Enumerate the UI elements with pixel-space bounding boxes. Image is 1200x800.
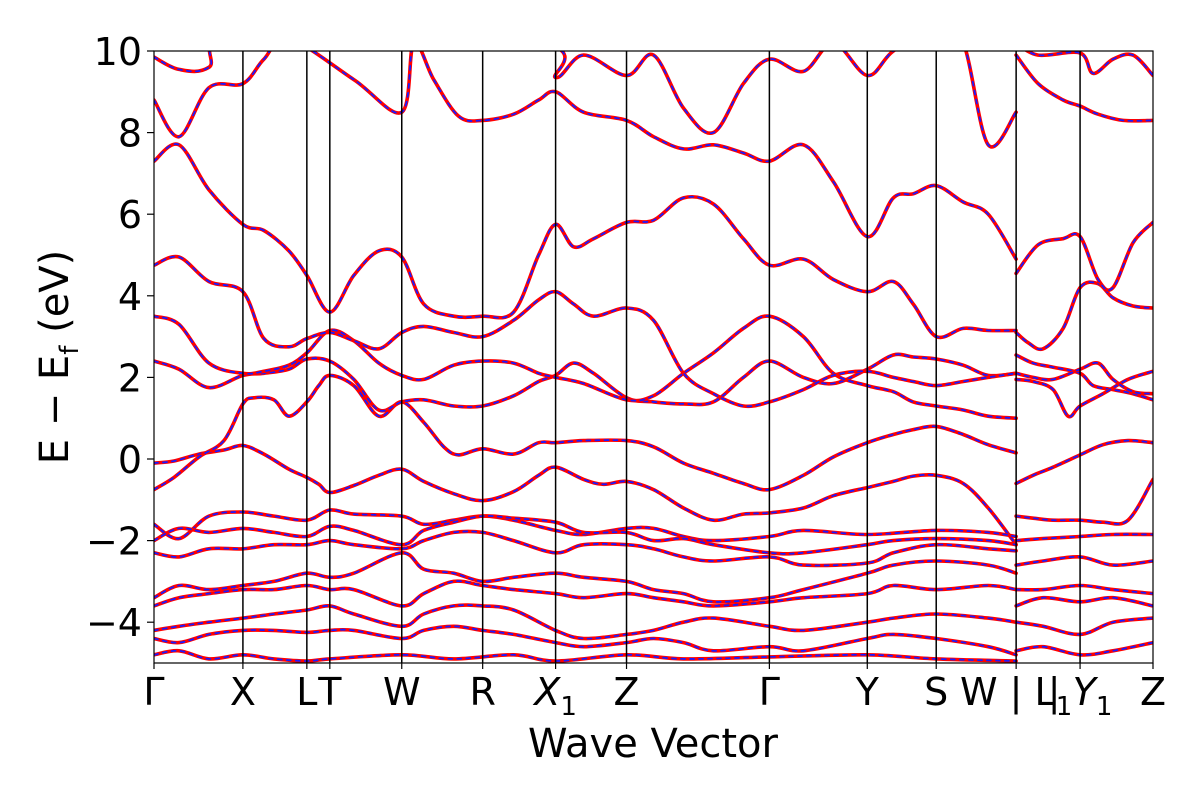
band-line-15-dashed	[154, 625, 1017, 656]
band-line-24-dashed	[1025, 51, 1153, 77]
band-line-8-dashed	[154, 51, 1017, 148]
x-axis-ticks: Γ X L T W R X1 Z Γ Y S W | L1| Y1 Z	[143, 663, 1166, 722]
y-tick-label-6: 6	[118, 193, 142, 237]
x-tick-label-7: X1	[532, 670, 577, 722]
band-line-21-dashed	[1015, 281, 1153, 351]
y-axis-label-units: (eV)	[32, 250, 78, 346]
y-tick-label-5: 4	[118, 275, 142, 319]
y-tick-label-2: −2	[86, 520, 142, 564]
band-line-19-dashed	[1015, 370, 1153, 418]
x-tick-label-8: Z	[614, 670, 640, 714]
x-tick-label-13: | Y1	[1048, 670, 1113, 722]
band-line-17-dashed	[1015, 439, 1153, 485]
plot-frame	[153, 50, 1154, 664]
band-line-7-dashed	[154, 51, 1017, 260]
band-line-11-dashed	[154, 530, 1017, 567]
y-axis-label: E − Ef (eV)	[32, 250, 85, 465]
band-line-6-solid	[154, 142, 1018, 340]
y-tick-label-7: 8	[118, 112, 142, 156]
x-tick-label-6: R	[469, 670, 495, 714]
x-tick-label-4: T	[317, 670, 342, 714]
x-tick-label-14: Z	[1140, 670, 1166, 714]
bands-layer	[154, 51, 1153, 663]
x-tick-label-1: Γ	[143, 670, 164, 714]
y-tick-label-3: 0	[118, 438, 142, 482]
y-axis-label-sub: f	[55, 345, 85, 355]
band-line-14-dashed	[154, 604, 1017, 640]
y-tick-label-8: 10	[94, 30, 142, 74]
band-line-10-dashed	[154, 515, 1017, 555]
x-tick-label-2: X	[230, 670, 256, 714]
y-tick-label-4: 2	[118, 356, 142, 400]
x-tick-label-5: W	[383, 670, 421, 714]
y-tick-label-1: −4	[86, 601, 142, 645]
band-line-22-dashed	[1015, 221, 1153, 292]
band-line-13-dashed	[154, 580, 1017, 607]
x-tick-label-3: L	[296, 670, 317, 714]
band-line-5-dashed	[154, 255, 1017, 408]
high-symmetry-lines	[242, 51, 1081, 663]
x-tick-label-9: Γ	[759, 670, 780, 714]
band-line-18-dashed	[1015, 354, 1153, 401]
x-tick-label-12: W | L1	[960, 670, 1072, 722]
band-line-1-dashed	[154, 444, 1017, 546]
y-axis-ticks: −4 −2 0 2 4 6 8 10	[86, 30, 154, 645]
band-line-3-dashed	[154, 353, 1017, 412]
band-line-12-dashed	[154, 551, 1017, 603]
y-axis-label-main: E − E	[32, 355, 78, 465]
band-line-20-dashed	[1015, 361, 1153, 395]
x-axis-label: Wave Vector	[528, 721, 779, 767]
x-tick-label-11: S	[924, 670, 948, 714]
band-line-9-dashed	[154, 508, 1017, 542]
x-tick-label-10: Y	[855, 670, 880, 714]
band-line-16-dashed	[154, 649, 1017, 662]
